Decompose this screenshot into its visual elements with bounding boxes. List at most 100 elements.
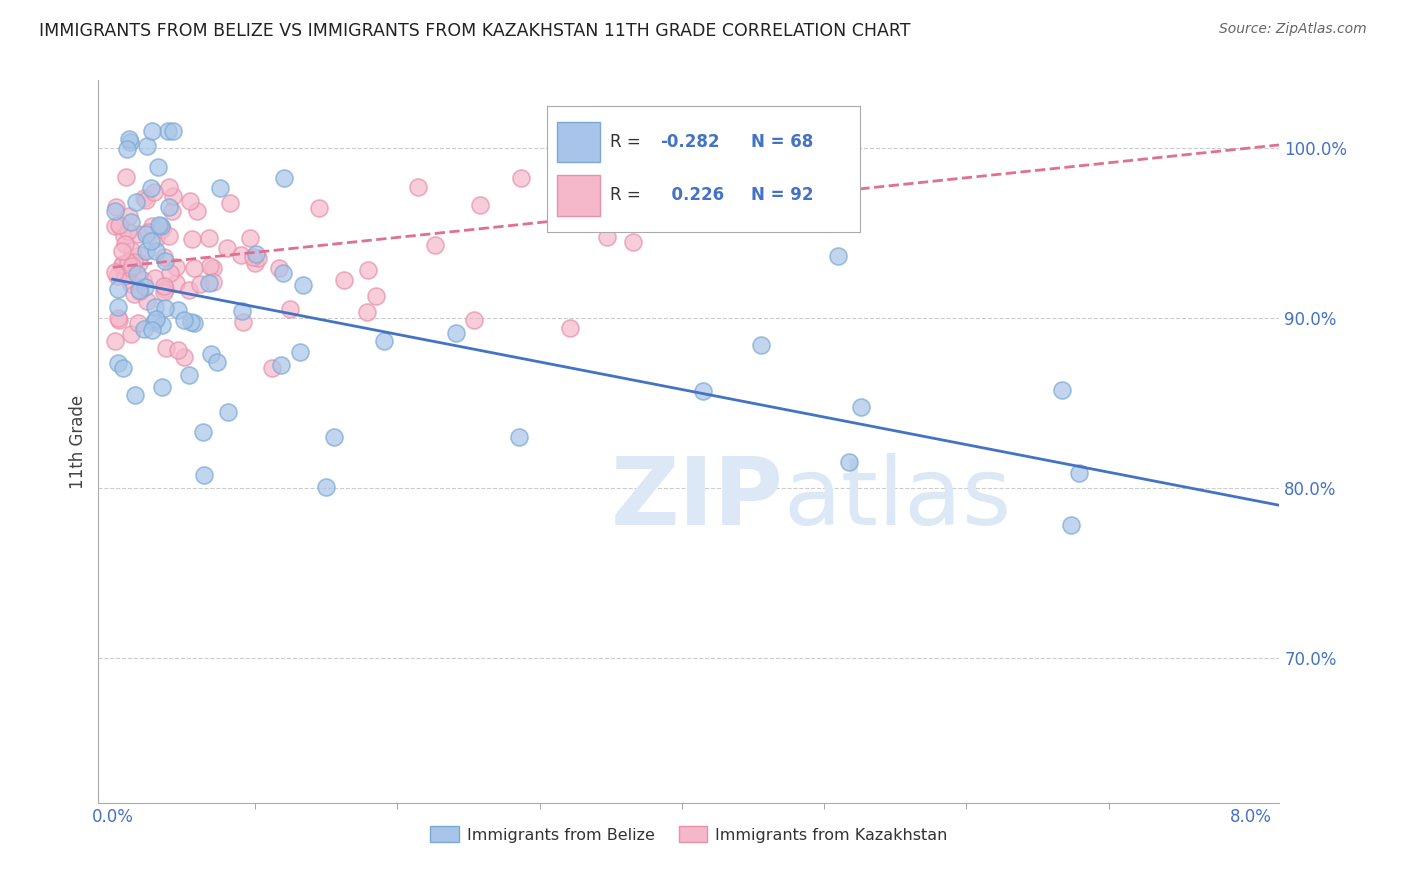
Point (105, 268, 128, 283)
Point (135, 194, 157, 208)
Text: IMMIGRANTS FROM BELIZE VS IMMIGRANTS FROM KAZAKHSTAN 11TH GRADE CORRELATION CHAR: IMMIGRANTS FROM BELIZE VS IMMIGRANTS FRO… (39, 22, 911, 40)
Point (124, 195, 146, 210)
Point (122, 255, 145, 269)
Point (135, 244, 157, 258)
Point (356, 305, 378, 319)
Point (200, 346, 222, 360)
Point (145, 244, 167, 258)
Point (155, 301, 177, 315)
Point (153, 285, 176, 299)
Point (167, 302, 190, 317)
Point (217, 241, 239, 255)
Point (260, 361, 283, 376)
Point (423, 238, 446, 252)
Point (155, 281, 177, 295)
Point (148, 218, 170, 232)
Point (107, 300, 129, 314)
Point (136, 225, 159, 239)
Point (201, 276, 224, 290)
Point (596, 230, 619, 244)
Point (621, 235, 644, 249)
Point (162, 124, 184, 138)
Point (104, 334, 127, 348)
Point (191, 425, 214, 439)
Point (107, 310, 129, 325)
Point (117, 255, 139, 269)
Point (128, 248, 150, 262)
Point (121, 259, 143, 273)
Text: ZIP: ZIP (610, 453, 783, 545)
Point (127, 227, 149, 242)
Point (179, 194, 201, 208)
Point (239, 230, 262, 244)
Point (247, 252, 270, 266)
Point (145, 231, 167, 245)
Point (153, 250, 176, 264)
Point (558, 167, 581, 181)
Point (120, 214, 142, 228)
Point (193, 468, 215, 483)
Text: atlas: atlas (783, 453, 1012, 545)
Point (135, 294, 157, 309)
Point (315, 480, 337, 494)
Point (245, 247, 267, 261)
Point (373, 334, 395, 348)
Point (444, 326, 467, 341)
Point (181, 232, 204, 246)
Point (231, 248, 253, 262)
Point (149, 219, 172, 233)
Point (114, 170, 136, 185)
Point (132, 322, 155, 336)
Point (139, 234, 162, 248)
Point (180, 315, 202, 329)
Point (115, 142, 138, 156)
Point (128, 283, 150, 297)
Point (219, 196, 242, 211)
Point (357, 263, 380, 277)
Point (135, 227, 157, 242)
Point (470, 197, 492, 211)
Point (124, 388, 146, 402)
Point (165, 277, 187, 291)
Point (827, 249, 849, 263)
Point (270, 358, 292, 372)
Point (124, 287, 146, 301)
Point (509, 171, 531, 186)
Point (117, 224, 139, 238)
Point (183, 261, 205, 276)
Point (162, 204, 184, 219)
Point (159, 266, 181, 280)
Point (143, 271, 166, 285)
Y-axis label: 11th Grade: 11th Grade (69, 394, 87, 489)
Point (167, 343, 190, 358)
Point (156, 124, 179, 138)
Point (134, 279, 156, 293)
Point (104, 204, 127, 219)
Point (218, 405, 240, 419)
Point (120, 326, 142, 341)
Point (232, 315, 254, 329)
Point (177, 283, 200, 297)
Point (114, 236, 136, 251)
Point (186, 203, 208, 218)
Point (177, 368, 200, 382)
Point (838, 455, 860, 469)
Point (111, 360, 134, 375)
Point (165, 260, 187, 275)
Point (463, 312, 485, 326)
Point (209, 181, 232, 195)
Point (198, 276, 221, 290)
Point (155, 254, 177, 268)
Point (108, 312, 131, 326)
Point (749, 338, 772, 352)
Point (114, 268, 136, 283)
Point (271, 267, 294, 281)
Point (849, 400, 872, 414)
Point (692, 384, 714, 399)
Point (118, 132, 141, 146)
Point (139, 181, 162, 195)
Point (292, 278, 315, 293)
Point (155, 341, 177, 355)
Point (120, 260, 142, 275)
Point (145, 312, 167, 326)
